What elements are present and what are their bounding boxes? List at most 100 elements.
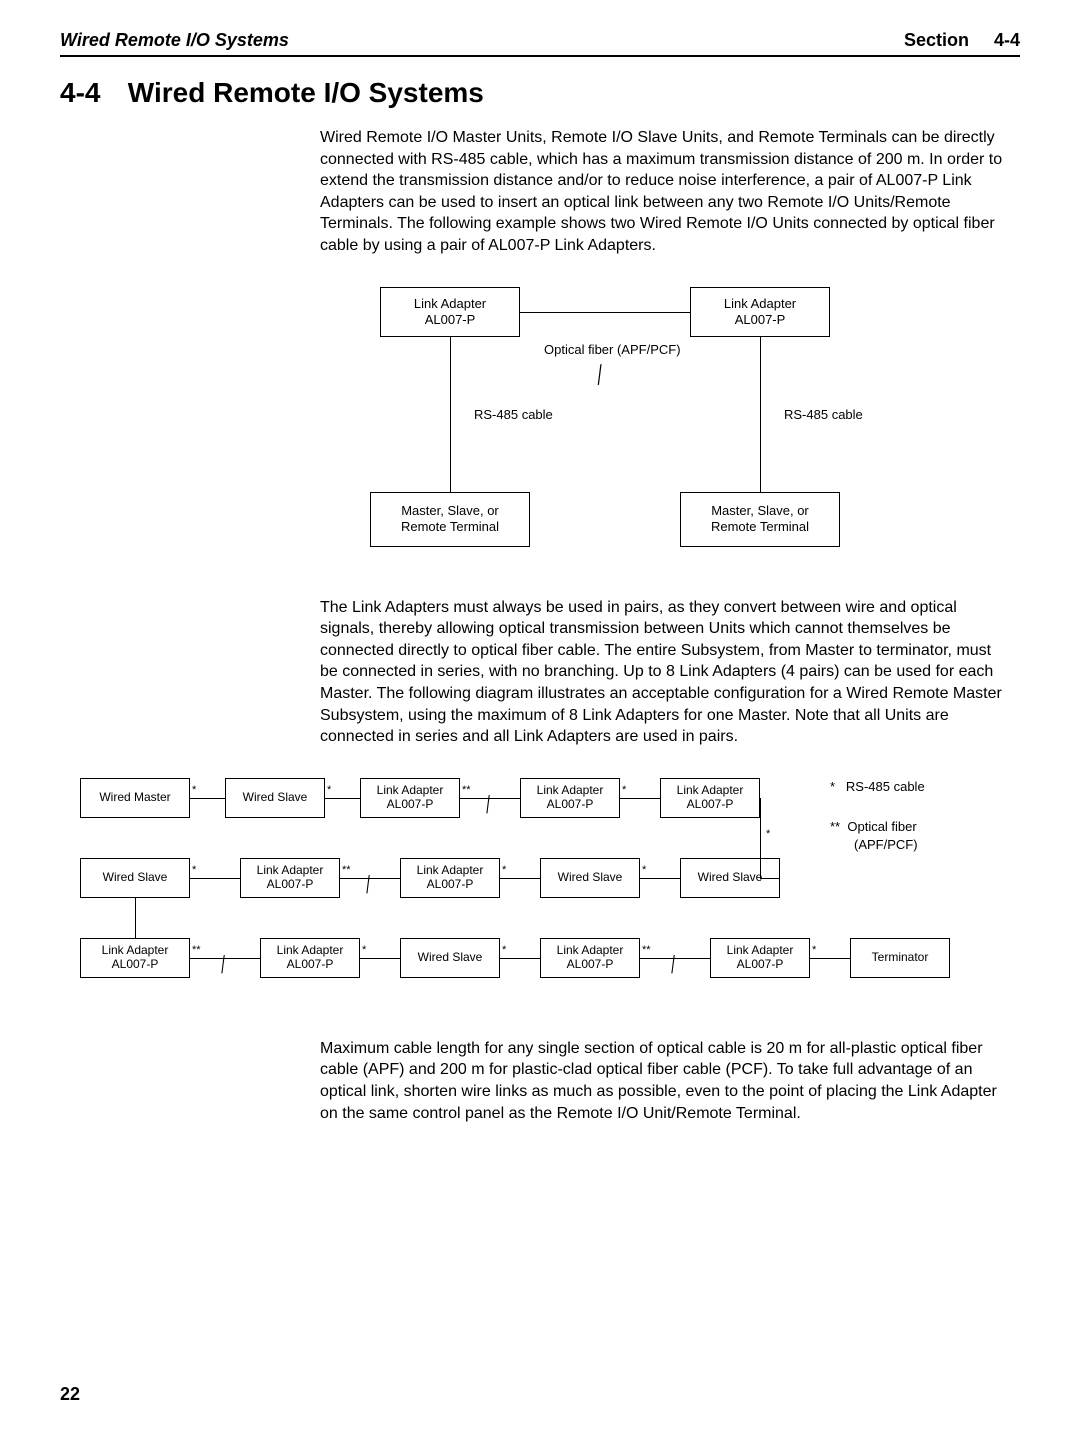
d2-hconn-star-6: * [502, 864, 506, 876]
d2-node-12: Wired Slave [400, 938, 500, 978]
d2-hconn-9 [360, 958, 400, 959]
d2-hconn-1 [325, 798, 360, 799]
d2-hconn-star-4: * [192, 864, 196, 876]
d2-node-7: Link AdapterAL007-P [400, 858, 500, 898]
d2-node-label1-5: Wired Slave [103, 871, 168, 885]
d2-node-label1-7: Link Adapter [417, 864, 484, 878]
d2-node-4: Link AdapterAL007-P [660, 778, 760, 818]
d2-vconn-right [760, 798, 761, 878]
d2-node-label1-13: Link Adapter [557, 944, 624, 958]
section-number: 4-4 [60, 77, 120, 109]
d2-node-label1-8: Wired Slave [558, 871, 623, 885]
legend-rs485: RS-485 cable [846, 779, 925, 794]
d1-la-line2: AL007-P [425, 312, 476, 328]
d2-legend: * RS-485 cable ** Optical fiber (APF/PCF) [830, 778, 925, 855]
d2-node-5: Wired Slave [80, 858, 190, 898]
legend-dblstar: ** [830, 819, 840, 834]
d2-hconn-12 [810, 958, 850, 959]
d2-node-0: Wired Master [80, 778, 190, 818]
d2-vconn-left [135, 898, 136, 938]
d2-node-8: Wired Slave [540, 858, 640, 898]
d2-hconn-star-9: * [362, 944, 366, 956]
d2-node-14: Link AdapterAL007-P [710, 938, 810, 978]
d2-node-label1-3: Link Adapter [537, 784, 604, 798]
section-label: Section [904, 30, 969, 50]
d1-rs485-left: RS-485 cable [470, 407, 557, 422]
d1-optical-label: Optical fiber (APF/PCF) [540, 342, 685, 357]
d1-box-link-adapter-left: Link Adapter AL007-P [380, 287, 520, 337]
d2-node-label1-0: Wired Master [99, 791, 170, 805]
d1-la-line1: Link Adapter [414, 296, 486, 312]
d2-hconn-star-2: ** [462, 784, 471, 796]
header-title-left: Wired Remote I/O Systems [60, 30, 289, 51]
d2-node-label2-13: AL007-P [567, 958, 614, 972]
d2-node-label2-11: AL007-P [287, 958, 334, 972]
d2-node-3: Link AdapterAL007-P [520, 778, 620, 818]
d2-hconn-star-12: * [812, 944, 816, 956]
header-title-right: Section 4-4 [904, 30, 1020, 51]
d2-node-label2-4: AL007-P [687, 798, 734, 812]
d1-la-r-line1: Link Adapter [724, 296, 796, 312]
d2-hseg-right [760, 878, 780, 879]
d2-node-label1-11: Link Adapter [277, 944, 344, 958]
d2-node-label1-15: Terminator [872, 951, 929, 965]
d2-hconn-3 [620, 798, 660, 799]
d1-box-bottom-left: Master, Slave, or Remote Terminal [370, 492, 530, 547]
d2-node-label2-14: AL007-P [737, 958, 784, 972]
d2-hconn-6 [500, 878, 540, 879]
paragraph-2: The Link Adapters must always be used in… [320, 597, 1010, 748]
d2-hconn-10 [500, 958, 540, 959]
d2-node-label2-7: AL007-P [427, 878, 474, 892]
d1-bl-line2: Remote Terminal [401, 519, 499, 535]
d2-node-label2-6: AL007-P [267, 878, 314, 892]
d1-vline-right [760, 337, 761, 492]
d1-box-bottom-right: Master, Slave, or Remote Terminal [680, 492, 840, 547]
section-number-header: 4-4 [994, 30, 1020, 50]
section-title: 4-4 Wired Remote I/O Systems [60, 77, 1020, 109]
legend-opt2: (APF/PCF) [854, 837, 918, 852]
d1-box-link-adapter-right: Link Adapter AL007-P [690, 287, 830, 337]
d2-hconn-4 [190, 878, 240, 879]
d2-node-15: Terminator [850, 938, 950, 978]
d2-node-label2-2: AL007-P [387, 798, 434, 812]
d1-br-line2: Remote Terminal [711, 519, 809, 535]
d2-node-6: Link AdapterAL007-P [240, 858, 340, 898]
d2-node-label2-3: AL007-P [547, 798, 594, 812]
d2-hconn-7 [640, 878, 680, 879]
paragraph-3: Maximum cable length for any single sect… [320, 1038, 1010, 1124]
d2-node-1: Wired Slave [225, 778, 325, 818]
d2-hconn-star-1: * [327, 784, 331, 796]
d2-node-2: Link AdapterAL007-P [360, 778, 460, 818]
d2-hconn-star-0: * [192, 784, 196, 796]
d2-node-label1-14: Link Adapter [727, 944, 794, 958]
d2-node-label1-1: Wired Slave [243, 791, 308, 805]
d2-hconn-star-7: * [642, 864, 646, 876]
d1-vline-left [450, 337, 451, 492]
page-header: Wired Remote I/O Systems Section 4-4 [60, 30, 1020, 57]
paragraph-1: Wired Remote I/O Master Units, Remote I/… [320, 127, 1010, 257]
d2-hconn-star-10: * [502, 944, 506, 956]
d1-br-line1: Master, Slave, or [711, 503, 809, 519]
d2-node-label1-2: Link Adapter [377, 784, 444, 798]
d2-node-label1-12: Wired Slave [418, 951, 483, 965]
page-number: 22 [60, 1384, 80, 1405]
d2-node-label1-6: Link Adapter [257, 864, 324, 878]
diagram-1: Link Adapter AL007-P Link Adapter AL007-… [320, 287, 920, 567]
diagram-2: Wired MasterWired SlaveLink AdapterAL007… [60, 778, 1020, 1008]
d2-node-11: Link AdapterAL007-P [260, 938, 360, 978]
d2-node-10: Link AdapterAL007-P [80, 938, 190, 978]
d2-node-13: Link AdapterAL007-P [540, 938, 640, 978]
d2-hconn-0 [190, 798, 225, 799]
legend-star: * [830, 779, 835, 794]
d2-hconn-star-8: ** [192, 944, 201, 956]
d2-vconn-right-star: * [766, 828, 770, 840]
d2-node-label2-10: AL007-P [112, 958, 159, 972]
d2-node-label1-4: Link Adapter [677, 784, 744, 798]
section-title-text: Wired Remote I/O Systems [128, 77, 484, 108]
d2-node-label1-10: Link Adapter [102, 944, 169, 958]
d1-bl-line1: Master, Slave, or [401, 503, 499, 519]
d1-la-r-line2: AL007-P [735, 312, 786, 328]
d1-rs485-right: RS-485 cable [780, 407, 867, 422]
legend-opt1: Optical fiber [847, 819, 916, 834]
d2-hconn-star-5: ** [342, 864, 351, 876]
